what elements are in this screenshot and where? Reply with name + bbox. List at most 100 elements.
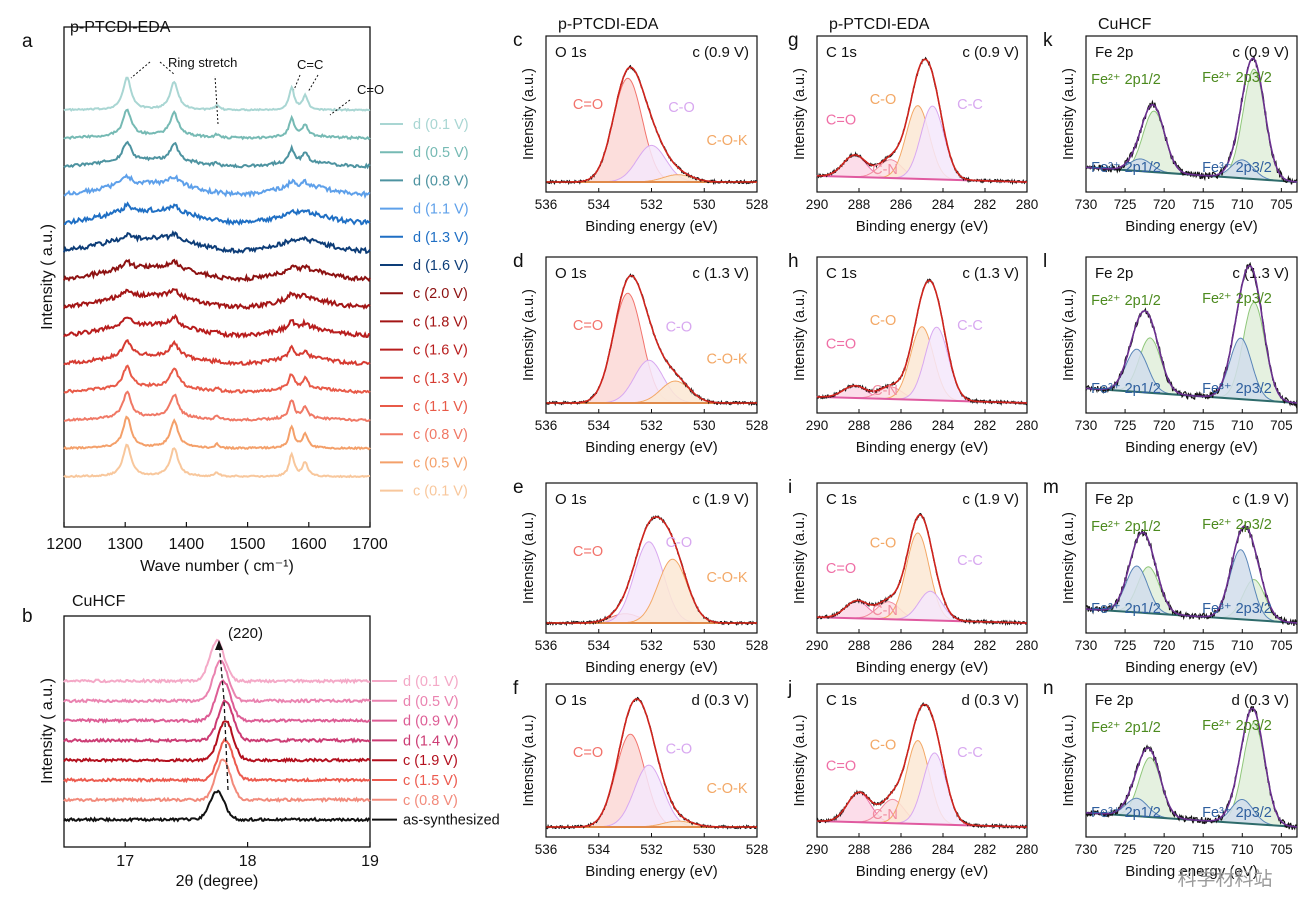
- x-tick-label: 18: [239, 853, 257, 870]
- x-tick-label: 1300: [107, 536, 143, 553]
- component-label: C-O: [668, 100, 695, 116]
- annotation-arrow: [159, 61, 176, 76]
- legend-label: c (0.5 V): [413, 455, 468, 471]
- panel-letter: a: [22, 31, 33, 52]
- x-tick-label: 715: [1192, 197, 1215, 212]
- panel-title: CuHCF: [1098, 16, 1152, 33]
- x-tick-label: 705: [1270, 638, 1293, 653]
- y-axis-label: Intensity (a.u.): [1061, 289, 1077, 381]
- legend-label: d (0.8 V): [413, 173, 469, 189]
- legend-label: c (1.1 V): [413, 399, 468, 415]
- core-level-label: C 1s: [826, 44, 857, 61]
- annotation-arrow: [329, 99, 351, 116]
- series-line: [63, 789, 371, 823]
- core-level-label: Fe 2p: [1095, 44, 1133, 61]
- component-label: C-O: [870, 535, 897, 551]
- component-label: C=O: [573, 544, 603, 560]
- component-label: Fe³⁺ 2p3/2: [1202, 381, 1272, 397]
- component-label: Fe³⁺ 2p3/2: [1202, 805, 1272, 821]
- component-label: Fe²⁺ 2p3/2: [1202, 718, 1272, 734]
- legend-label: d (0.5 V): [403, 694, 459, 710]
- component-label: C=O: [826, 113, 856, 129]
- x-tick-label: 715: [1192, 638, 1215, 653]
- component-label: C-N: [872, 162, 898, 178]
- x-tick-label: 534: [587, 638, 610, 653]
- component-label: Fe²⁺ 2p1/2: [1091, 519, 1161, 535]
- series-line: [63, 258, 371, 283]
- x-tick-label: 725: [1114, 418, 1137, 433]
- component-label: C-O: [870, 313, 897, 329]
- condition-label: c (0.9 V): [1232, 44, 1289, 61]
- component-label: Fe²⁺ 2p1/2: [1091, 72, 1161, 88]
- x-tick-label: 730: [1075, 197, 1098, 212]
- series-line: [63, 659, 371, 704]
- panel-f: f O 1s d (0.3 V) 536 534 532 530 528 Binding ene…: [513, 678, 768, 880]
- x-tick-label: 290: [806, 197, 829, 212]
- component-label: C-C: [957, 745, 983, 761]
- fit-envelope: [1086, 265, 1298, 404]
- component-label: Fe³⁺ 2p1/2: [1091, 805, 1161, 821]
- fit-envelope: [1085, 707, 1298, 828]
- core-level-label: C 1s: [826, 692, 857, 709]
- component-label: C=O: [573, 745, 603, 761]
- condition-label: c (0.9 V): [692, 44, 749, 61]
- x-tick-label: 710: [1231, 197, 1254, 212]
- annotation-cc: C=C: [297, 57, 323, 72]
- component-label: C-C: [957, 553, 983, 569]
- x-tick-label: 282: [974, 638, 997, 653]
- x-tick-label: 280: [1016, 197, 1039, 212]
- component-label: Fe³⁺ 2p1/2: [1091, 601, 1161, 617]
- panel-letter: k: [1043, 30, 1053, 51]
- y-axis-label: Intensity (a.u.): [1061, 512, 1077, 604]
- x-axis-label: Binding energy (eV): [585, 439, 718, 456]
- series-line: [63, 229, 371, 255]
- component-label: Fe³⁺ 2p3/2: [1202, 601, 1272, 617]
- core-level-label: C 1s: [826, 265, 857, 282]
- x-tick-label: 288: [848, 638, 871, 653]
- x-tick-label: 284: [932, 418, 955, 433]
- series-line: [63, 76, 371, 112]
- component-label: C-N: [872, 807, 898, 823]
- x-tick-label: 1600: [291, 536, 327, 553]
- legend-label: d (0.5 V): [413, 145, 469, 161]
- legend-label: c (0.8 V): [413, 427, 468, 443]
- x-tick-label: 532: [640, 197, 663, 212]
- x-tick-label: 288: [848, 197, 871, 212]
- x-tick-label: 534: [587, 418, 610, 433]
- x-tick-label: 286: [890, 197, 913, 212]
- x-tick-label: 705: [1270, 418, 1293, 433]
- series-line: [63, 443, 371, 479]
- legend-label: c (1.9 V): [403, 753, 458, 769]
- x-tick-label: 530: [693, 638, 716, 653]
- y-axis-label: Intensity (a.u.): [521, 289, 537, 381]
- plot-frame: [63, 615, 371, 848]
- x-tick-label: 705: [1270, 842, 1293, 857]
- condition-label: d (0.3 V): [961, 692, 1019, 709]
- fit-envelope: [817, 703, 1027, 828]
- condition-label: c (1.9 V): [1232, 491, 1289, 508]
- x-tick-label: 284: [932, 638, 955, 653]
- fit-envelope: [817, 514, 1027, 624]
- annotation-arrow: [130, 61, 151, 79]
- fit-envelope: [546, 274, 757, 404]
- series-line: [63, 679, 371, 724]
- core-level-label: O 1s: [555, 265, 587, 282]
- x-tick-label: 1400: [169, 536, 205, 553]
- annotation-ring-stretch: Ring stretch: [168, 55, 237, 70]
- panel-title: p-PTCDI-EDA: [558, 16, 659, 33]
- component-label: Fe²⁺ 2p3/2: [1202, 291, 1272, 307]
- panel-l: l Fe 2p c (1.3 V) 730 725 720 715 710 705 Binding…: [1043, 251, 1298, 456]
- condition-label: c (1.3 V): [692, 265, 749, 282]
- y-axis-label: Intensity (a.u.): [792, 715, 808, 807]
- x-axis-label: Wave number ( cm⁻¹): [140, 558, 294, 575]
- x-tick-label: 284: [932, 842, 955, 857]
- x-tick-label: 280: [1016, 418, 1039, 433]
- x-tick-label: 730: [1075, 418, 1098, 433]
- fit-envelope: [546, 698, 757, 828]
- core-level-label: Fe 2p: [1095, 692, 1133, 709]
- component-label: Fe³⁺ 2p1/2: [1091, 160, 1161, 176]
- x-tick-label: 528: [746, 842, 769, 857]
- fit-envelope: [1086, 57, 1298, 183]
